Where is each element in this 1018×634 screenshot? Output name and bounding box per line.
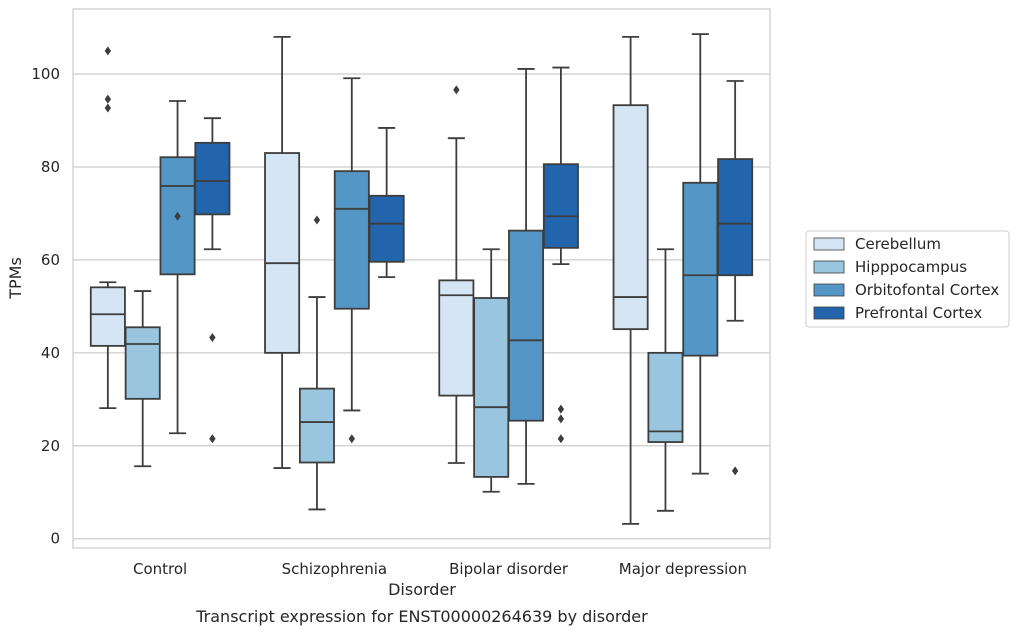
box-0-2 [159, 100, 196, 435]
y-tick-label: 20 [41, 437, 60, 455]
outlier-point [209, 434, 216, 444]
x-tick-label: Major depression [619, 560, 747, 578]
plot-frame [72, 8, 771, 549]
box-0-0 [89, 46, 126, 410]
outlier-point [104, 46, 112, 56]
boxes [89, 33, 754, 525]
box-iqr [473, 297, 510, 478]
legend-label: Prefrontal Cortex [855, 304, 982, 322]
box-0-1 [124, 290, 161, 468]
legend-swatch [813, 306, 845, 320]
legend: Cerebellum Hipppocampus Orbitofontal Corte… [805, 230, 1010, 328]
outlier-point [731, 466, 739, 476]
box-iqr [124, 326, 161, 400]
legend-label: Cerebellum [855, 235, 941, 253]
box-0-3 [194, 117, 231, 444]
box-iqr [89, 286, 126, 347]
box-iqr [438, 279, 475, 397]
legend-swatch [813, 283, 845, 297]
box-iqr [264, 152, 301, 354]
y-axis-title: TPMs [6, 257, 25, 300]
box-2-3 [542, 66, 579, 444]
y-tick-label: 80 [41, 158, 60, 176]
y-tick-label: 60 [41, 251, 60, 269]
box-3-1 [647, 248, 684, 512]
box-iqr [647, 351, 684, 443]
box-1-1 [298, 215, 335, 511]
box-iqr [612, 104, 649, 331]
box-1-0 [264, 35, 301, 469]
box-2-0 [438, 85, 475, 464]
y-tick-label: 40 [41, 344, 60, 362]
legend-swatch [813, 237, 845, 251]
x-axis-title: Disorder [388, 580, 456, 599]
box-iqr [368, 194, 405, 263]
legend-label: Orbitofontal Cortex [855, 281, 999, 299]
box-iqr [508, 229, 545, 422]
box-2-2 [508, 68, 545, 485]
x-tick-label: Schizophrenia [282, 560, 387, 578]
x-tick-label: Bipolar disorder [449, 560, 569, 578]
box-3-3 [717, 80, 754, 476]
outlier-point [557, 404, 565, 414]
box-iqr [298, 387, 335, 464]
outlier-point [104, 103, 112, 113]
outlier-point [348, 434, 355, 444]
outlier-point [313, 215, 321, 225]
y-tick-label: 100 [31, 65, 60, 83]
box-iqr [717, 158, 754, 277]
box-iqr [542, 163, 579, 249]
outlier-point [174, 211, 181, 221]
outlier-point [104, 94, 112, 104]
outlier-point [209, 333, 216, 343]
box-1-2 [333, 77, 370, 444]
y-tick-label: 0 [50, 530, 60, 548]
box-iqr [682, 181, 719, 357]
outlier-point [557, 434, 565, 444]
x-tick-label: Control [133, 560, 187, 578]
box-1-3 [368, 127, 405, 279]
box-iqr [194, 141, 231, 216]
chart-caption: Transcript expression for ENST0000026463… [195, 607, 648, 626]
box-2-1 [473, 248, 510, 493]
legend-swatch [813, 260, 845, 274]
legend-label: Hipppocampus [855, 258, 967, 276]
legend-frame [805, 230, 1010, 328]
outlier-point [453, 85, 460, 95]
y-tick-labels: 0 20 40 60 80 100 [31, 65, 60, 548]
box-iqr [333, 170, 370, 310]
outlier-point [557, 414, 565, 424]
box-3-2 [682, 33, 719, 475]
x-tick-labels: Control Schizophrenia Bipolar disorder Majo… [133, 560, 747, 578]
box-3-0 [612, 35, 649, 525]
